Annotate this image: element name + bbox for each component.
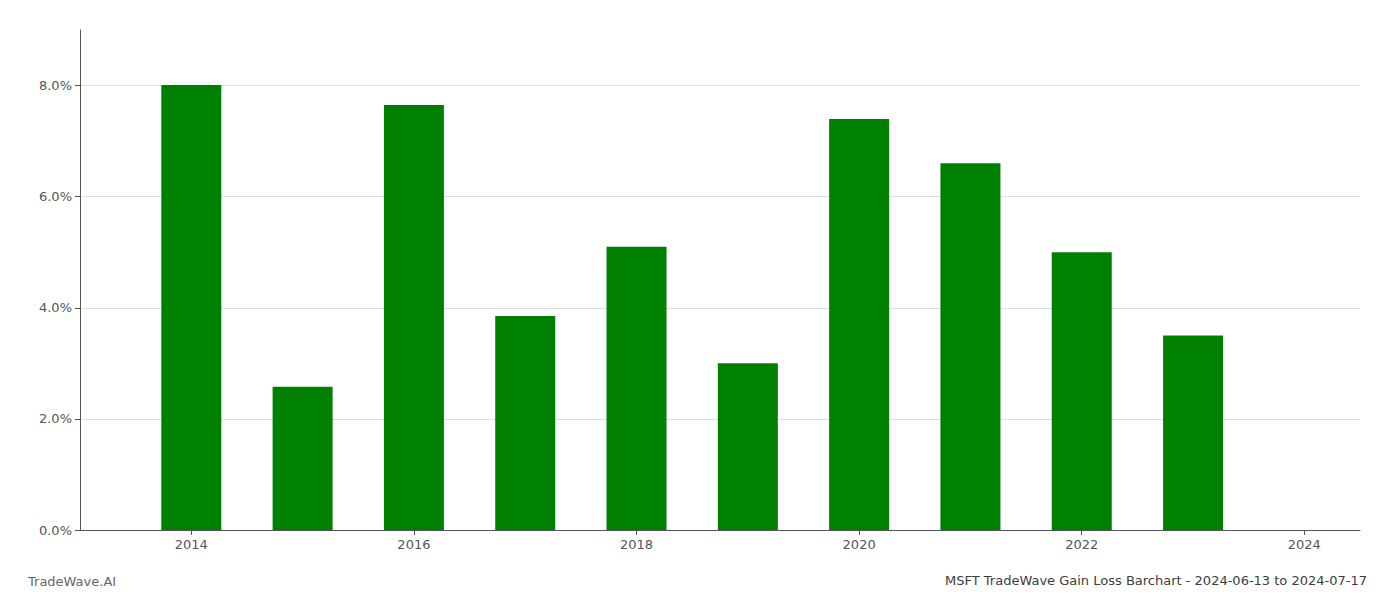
svg-text:TradeWave.AI: TradeWave.AI (27, 574, 116, 589)
svg-text:4.0%: 4.0% (39, 300, 72, 315)
svg-text:2016: 2016 (397, 537, 430, 552)
svg-text:2024: 2024 (1288, 537, 1321, 552)
svg-text:0.0%: 0.0% (39, 523, 72, 538)
svg-text:2022: 2022 (1065, 537, 1098, 552)
svg-text:2014: 2014 (175, 537, 208, 552)
svg-text:2018: 2018 (620, 537, 653, 552)
svg-text:2.0%: 2.0% (39, 411, 72, 426)
svg-text:2020: 2020 (843, 537, 876, 552)
svg-text:8.0%: 8.0% (39, 78, 72, 93)
svg-text:6.0%: 6.0% (39, 189, 72, 204)
svg-text:MSFT TradeWave Gain Loss Barch: MSFT TradeWave Gain Loss Barchart - 2024… (945, 573, 1367, 588)
